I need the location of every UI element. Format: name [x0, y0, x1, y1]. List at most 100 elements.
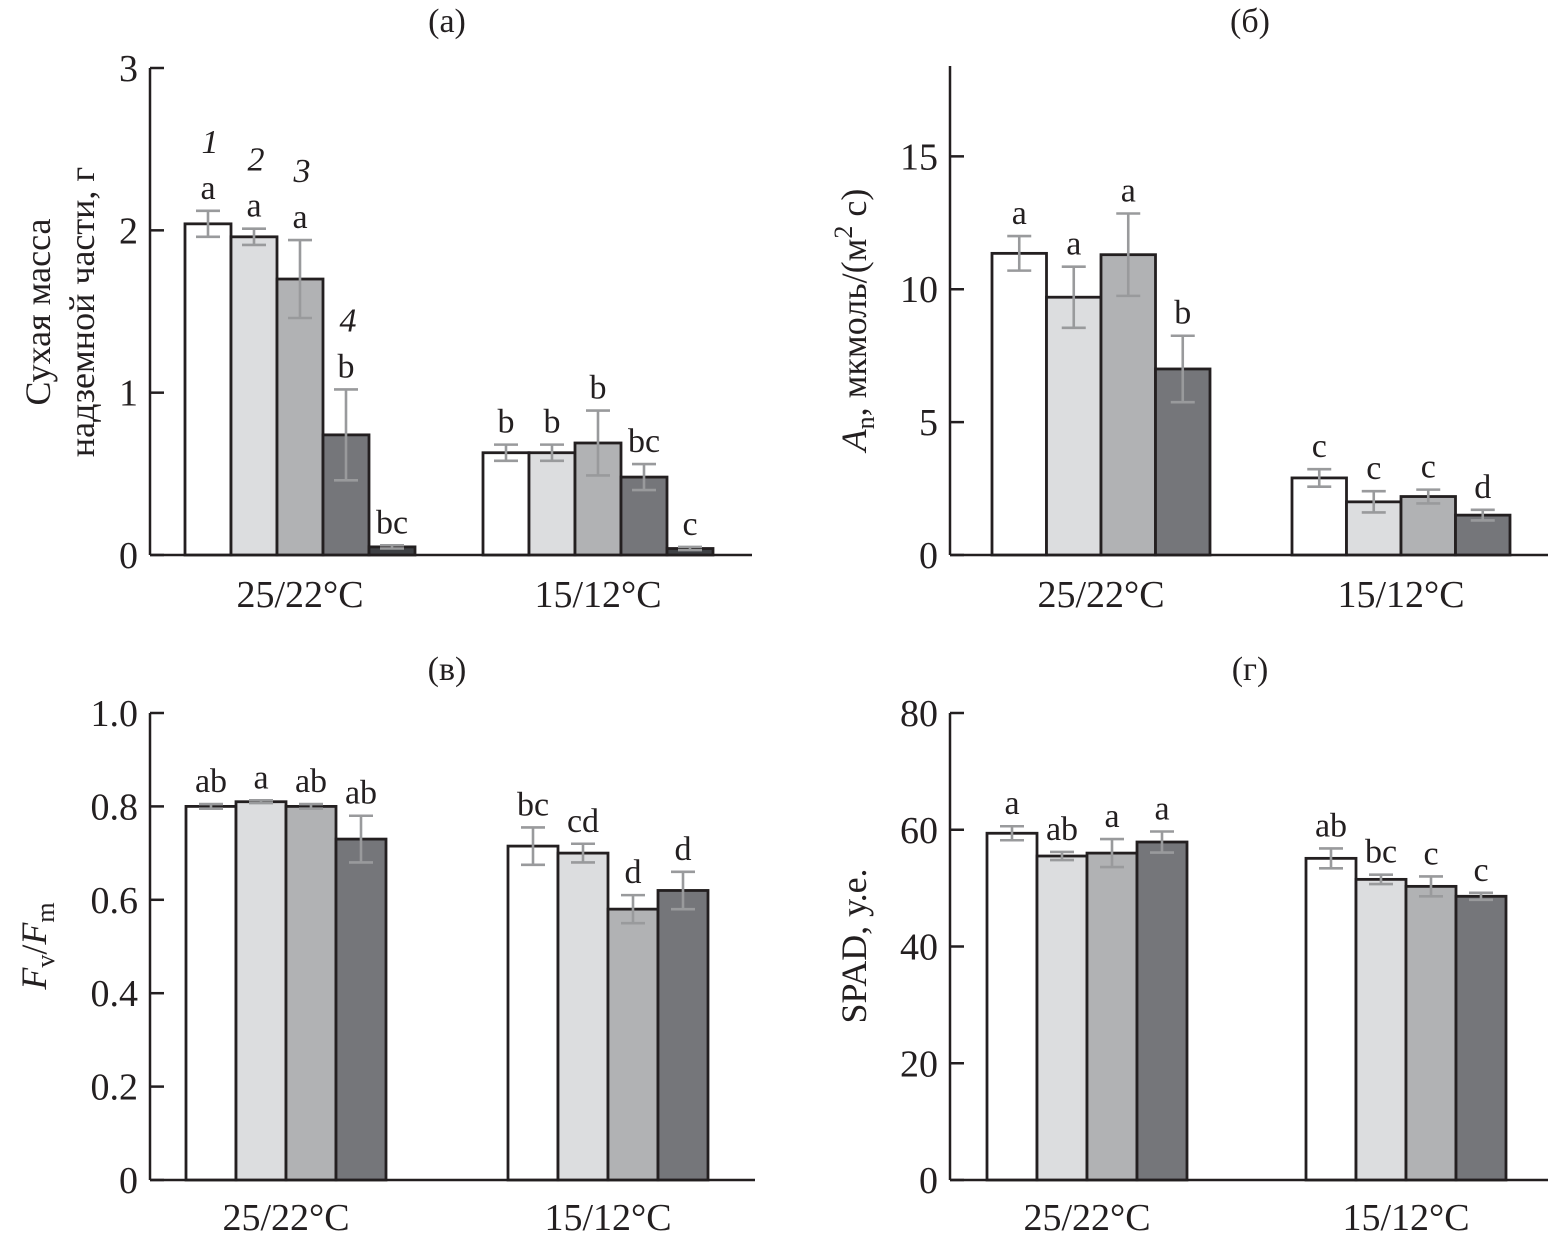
- error-bar: [1469, 891, 1493, 902]
- y-tick-label: 80: [900, 693, 938, 735]
- y-tick-label: 0: [119, 535, 138, 577]
- error-bar: [1150, 830, 1174, 854]
- y-label-f: F: [14, 967, 54, 991]
- significance-label: d: [675, 831, 692, 868]
- x-category-label: 25/22°C: [236, 574, 363, 616]
- bar-1512-series-2: [527, 451, 577, 557]
- error-bar: [249, 799, 273, 805]
- error-bar: [1007, 234, 1032, 272]
- y-tick-label: 0.8: [91, 786, 139, 828]
- bar-2522-series-3: [1085, 851, 1139, 1182]
- y-axis-label: Fv/Fm: [14, 902, 60, 990]
- bar-1512-series-3: [1404, 884, 1458, 1182]
- bar-1512-series-2: [556, 851, 610, 1182]
- y-tick-label: 20: [900, 1043, 938, 1085]
- bar-2522-series-2: [1035, 854, 1089, 1182]
- significance-label: a: [1004, 785, 1019, 822]
- x-category-label: 15/12°C: [1342, 1197, 1469, 1239]
- y-label-units: , мкмоль/(м: [834, 239, 874, 417]
- y-label-sub-n: n: [851, 416, 880, 429]
- y-tick-label: 40: [900, 927, 938, 969]
- significance-label: ab: [195, 763, 227, 800]
- bar-1512-series-1: [1290, 476, 1348, 557]
- y-tick-label: 0.2: [91, 1067, 139, 1109]
- significance-label: b: [544, 404, 561, 441]
- error-bar: [288, 238, 312, 320]
- error-bar: [632, 462, 656, 492]
- error-bar: [586, 409, 610, 477]
- significance-label: c: [1312, 428, 1327, 465]
- y-label-f2: F: [14, 922, 54, 946]
- y-tick-label: 2: [119, 210, 138, 252]
- y-tick-label: 1: [119, 373, 138, 415]
- y-label-slash: /: [14, 945, 54, 955]
- panel-b: (б) An, мкмоль/(м2 с) 0 5 10 15 a a a b 25/22°C c…: [829, 3, 1548, 616]
- y-tick-label: 3: [119, 48, 138, 90]
- bar-2522-series-4: [334, 837, 388, 1182]
- error-bar: [1116, 212, 1141, 298]
- bar-1512-series-3: [1399, 495, 1457, 557]
- bar-2522-series-3: [1099, 253, 1157, 557]
- panel-title: (в): [428, 651, 467, 688]
- y-axis-label: SPAD, у.е.: [834, 868, 874, 1023]
- error-bar: [678, 545, 702, 552]
- error-bar: [349, 814, 373, 864]
- bar-1512-series-4: [656, 889, 710, 1182]
- error-bar: [1061, 265, 1086, 330]
- significance-label: ab: [1046, 811, 1078, 848]
- bar-1512-series-1: [1304, 856, 1358, 1182]
- y-tick-label: 0: [919, 535, 938, 577]
- significance-label: a: [1154, 791, 1169, 828]
- x-category-label: 15/12°C: [544, 1197, 671, 1239]
- significance-label: a: [292, 199, 307, 236]
- significance-label: c: [682, 506, 697, 543]
- bar-1512-series-1: [506, 844, 560, 1182]
- y-tick-label: 15: [900, 136, 938, 178]
- y-tick-label: 0.6: [91, 880, 139, 922]
- series-legend-number: 1: [202, 124, 219, 161]
- error-bar: [196, 209, 220, 239]
- significance-label: b: [590, 370, 607, 407]
- bar-2522-series-1: [990, 251, 1048, 557]
- significance-label: a: [246, 188, 261, 225]
- y-tick-label: 0.4: [91, 973, 139, 1015]
- error-bar: [1470, 508, 1495, 522]
- error-bar: [1050, 850, 1074, 862]
- error-bar: [1307, 467, 1332, 488]
- error-bar: [334, 388, 358, 482]
- y-tick-label: 0: [919, 1160, 938, 1202]
- error-bar: [494, 443, 518, 463]
- significance-label: a: [200, 170, 215, 207]
- error-bar: [299, 802, 323, 811]
- error-bar: [380, 543, 404, 550]
- error-bar: [521, 826, 545, 867]
- error-bar: [1100, 837, 1124, 869]
- x-category-label: 25/22°C: [222, 1197, 349, 1239]
- bar-1512-series-1: [481, 451, 531, 557]
- y-axis-label-line-2: надземной части, г: [62, 167, 102, 457]
- y-label-sub-v: v: [31, 955, 60, 968]
- significance-label: d: [625, 854, 642, 891]
- significance-label: c: [1423, 835, 1438, 872]
- bar-1512-series-2: [1354, 877, 1408, 1182]
- panel-a: (а) Сухая масса надземной части, г 0123a…: [18, 3, 752, 616]
- series-legend-number: 4: [340, 302, 357, 339]
- bar-2522-series-3: [275, 277, 325, 557]
- y-tick-label: 1.0: [91, 693, 139, 735]
- significance-label: c: [1421, 449, 1436, 486]
- bar-2522-series-2: [234, 800, 288, 1182]
- significance-label: c: [1366, 450, 1381, 487]
- y-label-sub-m: m: [31, 902, 60, 922]
- significance-label: a: [1066, 226, 1081, 263]
- significance-label: ab: [1315, 807, 1347, 844]
- panel-v: (в) Fv/Fm 00.20.40.60.81.0ab a ab ab25/22°C…: [14, 651, 755, 1239]
- y-tick-label: 5: [919, 402, 938, 444]
- bar-2522-series-2: [229, 235, 279, 557]
- significance-label: bc: [628, 423, 660, 460]
- panel-title: (г): [1232, 651, 1269, 688]
- significance-label: a: [1104, 798, 1119, 835]
- significance-label: ab: [295, 763, 327, 800]
- error-bar: [1319, 847, 1343, 870]
